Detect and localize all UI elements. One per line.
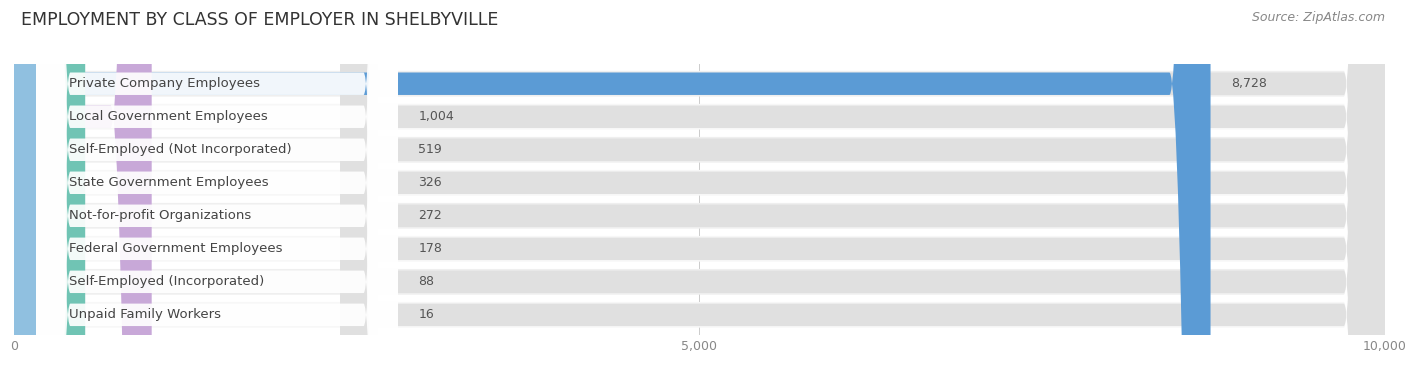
Text: 88: 88 bbox=[419, 275, 434, 288]
Text: State Government Employees: State Government Employees bbox=[69, 176, 269, 189]
Text: Local Government Employees: Local Government Employees bbox=[69, 110, 267, 123]
FancyBboxPatch shape bbox=[37, 0, 398, 376]
FancyBboxPatch shape bbox=[14, 0, 152, 376]
FancyBboxPatch shape bbox=[340, 0, 1385, 376]
Text: Self-Employed (Not Incorporated): Self-Employed (Not Incorporated) bbox=[69, 143, 291, 156]
Text: Private Company Employees: Private Company Employees bbox=[69, 77, 260, 90]
FancyBboxPatch shape bbox=[10, 0, 55, 376]
FancyBboxPatch shape bbox=[340, 0, 1385, 376]
FancyBboxPatch shape bbox=[37, 0, 398, 376]
Text: 178: 178 bbox=[419, 242, 443, 255]
FancyBboxPatch shape bbox=[14, 0, 1385, 376]
FancyBboxPatch shape bbox=[0, 0, 55, 376]
FancyBboxPatch shape bbox=[340, 0, 1385, 376]
FancyBboxPatch shape bbox=[14, 0, 1385, 376]
Text: EMPLOYMENT BY CLASS OF EMPLOYER IN SHELBYVILLE: EMPLOYMENT BY CLASS OF EMPLOYER IN SHELB… bbox=[21, 11, 499, 29]
FancyBboxPatch shape bbox=[0, 0, 55, 376]
FancyBboxPatch shape bbox=[14, 0, 1211, 376]
FancyBboxPatch shape bbox=[14, 0, 1385, 376]
FancyBboxPatch shape bbox=[37, 0, 398, 376]
Text: 326: 326 bbox=[419, 176, 441, 189]
FancyBboxPatch shape bbox=[340, 0, 1385, 376]
FancyBboxPatch shape bbox=[14, 0, 59, 376]
FancyBboxPatch shape bbox=[14, 0, 1385, 376]
Text: 1,004: 1,004 bbox=[419, 110, 454, 123]
FancyBboxPatch shape bbox=[37, 0, 398, 376]
Text: Not-for-profit Organizations: Not-for-profit Organizations bbox=[69, 209, 252, 222]
Text: 272: 272 bbox=[419, 209, 443, 222]
Text: Source: ZipAtlas.com: Source: ZipAtlas.com bbox=[1251, 11, 1385, 24]
FancyBboxPatch shape bbox=[14, 0, 1385, 376]
FancyBboxPatch shape bbox=[37, 0, 398, 376]
Text: Self-Employed (Incorporated): Self-Employed (Incorporated) bbox=[69, 275, 264, 288]
FancyBboxPatch shape bbox=[14, 0, 1385, 376]
FancyBboxPatch shape bbox=[37, 0, 398, 376]
Text: Federal Government Employees: Federal Government Employees bbox=[69, 242, 283, 255]
Text: 8,728: 8,728 bbox=[1232, 77, 1267, 90]
FancyBboxPatch shape bbox=[0, 0, 55, 376]
FancyBboxPatch shape bbox=[37, 0, 398, 376]
Text: 16: 16 bbox=[419, 308, 434, 321]
Text: 519: 519 bbox=[419, 143, 443, 156]
FancyBboxPatch shape bbox=[340, 0, 1385, 376]
FancyBboxPatch shape bbox=[37, 0, 398, 376]
FancyBboxPatch shape bbox=[14, 0, 1385, 376]
FancyBboxPatch shape bbox=[14, 0, 86, 376]
FancyBboxPatch shape bbox=[340, 0, 1385, 376]
FancyBboxPatch shape bbox=[340, 0, 1385, 376]
FancyBboxPatch shape bbox=[14, 0, 1385, 376]
FancyBboxPatch shape bbox=[340, 0, 1385, 376]
Text: Unpaid Family Workers: Unpaid Family Workers bbox=[69, 308, 221, 321]
